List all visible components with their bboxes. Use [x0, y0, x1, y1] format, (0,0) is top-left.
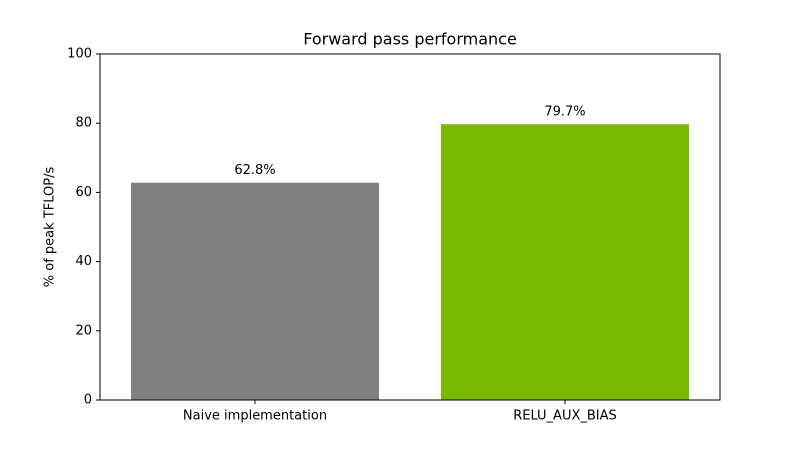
y-axis-label: % of peak TFLOP/s — [43, 167, 58, 288]
value-label: 79.7% — [544, 105, 585, 120]
bar — [441, 124, 689, 400]
y-tick-label: 100 — [67, 47, 92, 62]
value-label: 62.8% — [234, 163, 275, 178]
chart-title: Forward pass performance — [303, 30, 517, 49]
y-tick-label: 80 — [75, 116, 92, 131]
x-tick-label: RELU_AUX_BIAS — [513, 409, 617, 424]
y-tick-label: 0 — [84, 393, 92, 408]
x-tick-label: Naive implementation — [183, 409, 327, 424]
y-tick-label: 40 — [75, 254, 92, 269]
y-tick-label: 60 — [75, 185, 92, 200]
bar — [131, 182, 379, 400]
plot-frame — [99, 53, 721, 401]
y-tick-label: 20 — [75, 323, 92, 338]
